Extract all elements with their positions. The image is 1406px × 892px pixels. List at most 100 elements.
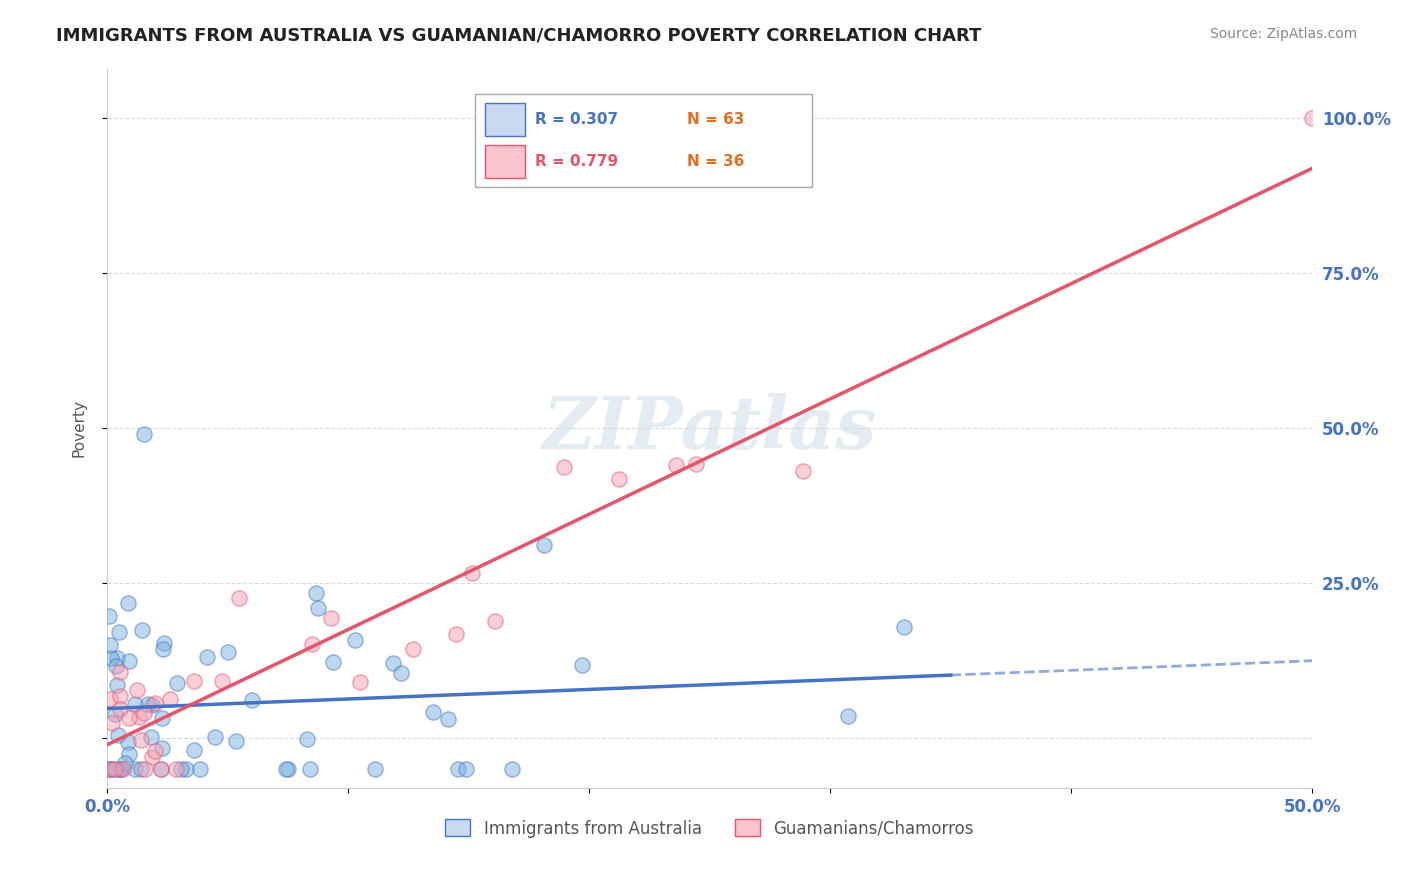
Point [501,762,523,776]
Point [118,711,141,725]
Point [166,676,188,690]
Point [349,675,371,690]
Point [124,762,146,776]
Point [211,674,233,689]
Y-axis label: Poverty: Poverty [72,400,86,458]
Point [110,690,132,704]
Point [461,566,484,580]
Point [364,762,387,776]
Point [447,762,470,776]
Text: ZIPatlas: ZIPatlas [543,392,877,464]
Point [114,756,136,770]
Point [149,762,172,776]
Point [240,693,263,707]
Point [136,697,159,711]
Point [98,639,121,653]
Point [141,698,163,712]
Point [322,656,344,670]
Point [665,458,688,472]
Point [134,762,156,776]
Point [129,732,152,747]
Point [108,762,131,776]
Point [188,762,211,776]
Point [484,614,506,628]
Point [128,709,150,723]
Point [132,426,155,441]
Point [391,665,413,680]
Point [225,733,247,747]
Point [343,632,366,647]
Point [277,762,299,776]
Point [98,692,121,706]
Point [183,743,205,757]
Point [107,728,129,742]
Point [217,645,239,659]
Point [143,696,166,710]
Point [103,762,125,776]
Point [307,600,329,615]
Point [1301,111,1323,125]
Point [124,697,146,711]
Point [152,740,174,755]
Point [98,609,121,624]
Point [295,732,318,747]
Point [117,734,139,748]
Point [150,762,173,776]
Point [110,762,132,776]
Point [104,707,127,722]
Point [301,637,323,651]
Point [402,641,425,656]
Point [553,459,575,474]
Point [125,682,148,697]
Point [381,656,404,670]
Point [893,620,915,634]
Point [100,762,122,776]
Point [444,626,467,640]
Point [97,762,120,776]
Legend: Immigrants from Australia, Guamanians/Chamorros: Immigrants from Australia, Guamanians/Ch… [439,813,980,844]
Point [159,692,181,706]
Point [100,651,122,665]
Point [117,596,139,610]
Point [105,651,128,665]
Point [165,762,187,776]
Point [607,472,630,486]
Point [456,762,478,776]
Point [108,701,131,715]
Point [105,659,128,673]
Point [108,624,131,639]
Point [131,623,153,637]
Point [792,464,814,478]
Point [118,654,141,668]
Point [153,636,176,650]
Point [132,706,155,720]
Point [118,747,141,761]
Point [204,730,226,744]
Point [276,762,298,776]
Point [319,611,342,625]
Point [228,591,250,606]
Point [183,674,205,689]
Point [150,711,173,725]
Point [111,762,134,776]
Point [152,642,174,657]
Point [437,712,460,726]
Point [176,762,198,776]
Point [195,649,218,664]
Point [105,678,128,692]
Text: Source: ZipAtlas.com: Source: ZipAtlas.com [1209,27,1357,41]
Text: IMMIGRANTS FROM AUSTRALIA VS GUAMANIAN/CHAMORRO POVERTY CORRELATION CHART: IMMIGRANTS FROM AUSTRALIA VS GUAMANIAN/C… [56,27,981,45]
Point [145,743,167,757]
Point [110,665,132,679]
Point [170,762,193,776]
Point [837,709,859,723]
Point [139,730,162,744]
Point [100,715,122,730]
Point [305,585,328,599]
Point [571,657,593,672]
Point [533,538,555,552]
Point [299,762,322,776]
Point [685,457,707,471]
Point [104,762,127,776]
Point [129,762,152,776]
